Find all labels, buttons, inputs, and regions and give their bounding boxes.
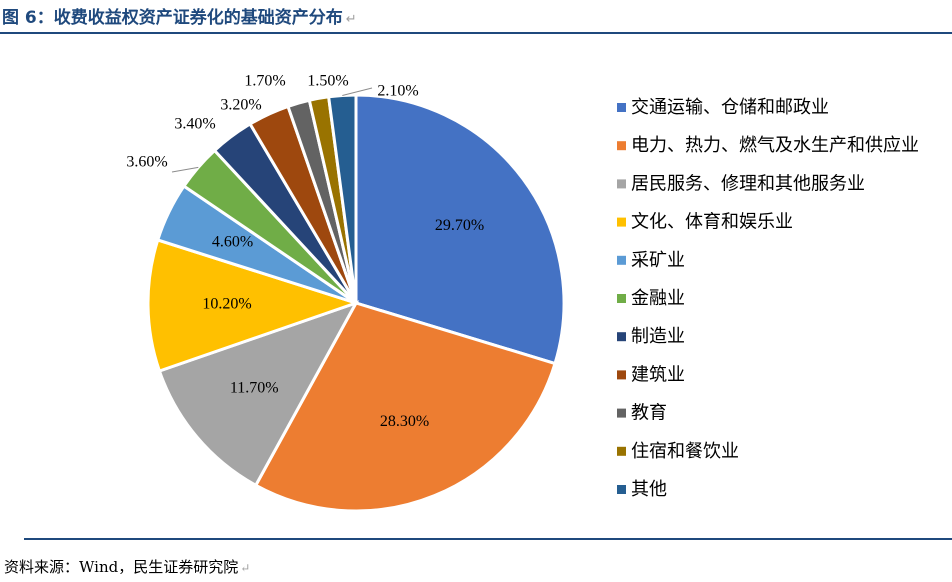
data-label-7: 3.20%: [220, 97, 261, 114]
figure-title: 图 6：收费收益权资产证券化的基础资产分布 ↵: [2, 8, 357, 28]
data-label-6: 3.40%: [174, 116, 215, 133]
data-label-10: 2.10%: [377, 83, 418, 100]
data-label-0: 29.70%: [435, 217, 484, 234]
legend-swatch-3: [617, 217, 626, 227]
data-label-3: 10.20%: [202, 295, 251, 312]
legend-swatch-7: [617, 370, 626, 380]
legend-label-0: 交通运输、仓储和邮政业: [631, 97, 829, 118]
legend-swatch-10: [617, 485, 626, 494]
legend-label-5: 金融业: [631, 288, 685, 309]
pie-slice-3: [146, 238, 361, 373]
legend-label-10: 其他: [631, 479, 667, 500]
legend-swatch-9: [617, 446, 626, 456]
legend-swatch-4: [617, 255, 626, 265]
top-rule: [0, 32, 952, 34]
pie-slice-1: [253, 301, 557, 513]
leader-line-5: [171, 166, 199, 173]
data-label-2: 11.70%: [230, 379, 279, 396]
legend-label-3: 文化、体育和娱乐业: [631, 212, 793, 233]
legend-label-4: 采矿业: [631, 250, 685, 271]
pie-slice-0: [354, 93, 566, 366]
legend-label-7: 建筑业: [631, 364, 685, 385]
data-label-4: 4.60%: [212, 234, 253, 251]
pie-slice-2: [157, 300, 360, 488]
bottom-rule: [24, 538, 952, 540]
pie-slices: [146, 93, 566, 513]
legend-label-9: 住宿和餐饮业: [631, 441, 739, 462]
legend-label-1: 电力、热力、燃气及水生产和供应业: [631, 135, 919, 156]
data-label-9: 1.50%: [307, 73, 348, 90]
legend-swatch-2: [617, 179, 626, 189]
legend-swatch-6: [617, 332, 626, 342]
data-labels: 29.70% 28.30% 11.70% 10.20% 4.60% 3.60% 3.40% 3…: [126, 73, 484, 431]
data-label-8: 1.70%: [244, 73, 285, 90]
legend-label-6: 制造业: [631, 326, 685, 347]
legend-swatch-8: [617, 408, 626, 418]
legend-swatch-0: [617, 103, 626, 112]
leader-line-10: [342, 87, 373, 96]
data-label-5: 3.60%: [126, 154, 167, 171]
legend-label-8: 教育: [631, 403, 667, 424]
legend-swatch-1: [617, 141, 626, 151]
pie-slice-10: [326, 93, 358, 304]
leader-lines: [171, 87, 373, 173]
data-label-1: 28.30%: [380, 413, 429, 430]
legend: 交通运输、仓储和邮政业电力、热力、燃气及水生产和供应业居民服务、修理和其他服务业…: [617, 97, 919, 500]
source-note: 资料来源：Wind，民生证券研究院 ↵: [4, 558, 251, 576]
legend-swatch-5: [617, 294, 626, 303]
legend-label-2: 居民服务、修理和其他服务业: [631, 173, 865, 194]
